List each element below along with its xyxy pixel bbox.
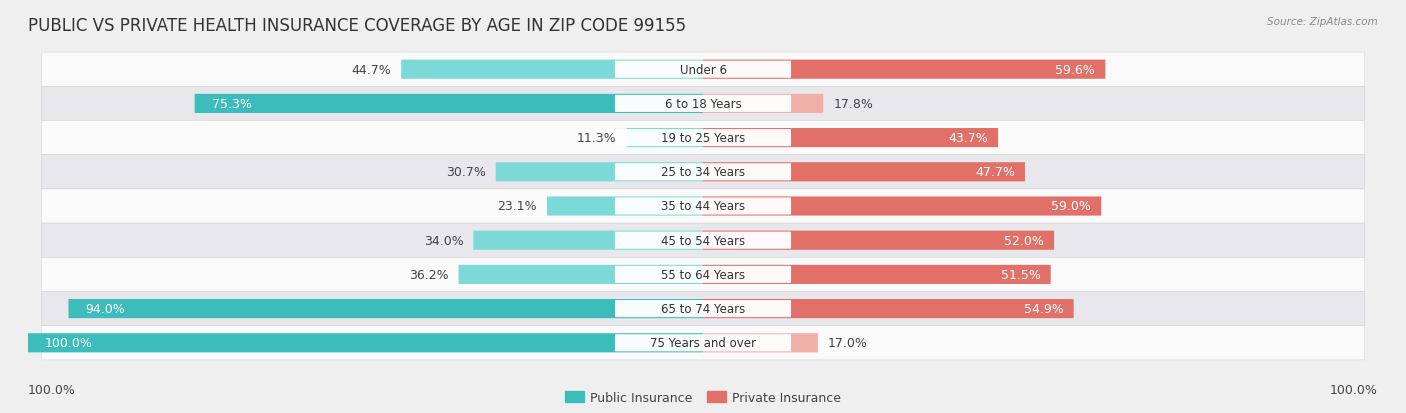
Text: 45 to 54 Years: 45 to 54 Years <box>661 234 745 247</box>
FancyBboxPatch shape <box>41 190 1365 223</box>
FancyBboxPatch shape <box>41 87 1365 121</box>
FancyBboxPatch shape <box>614 232 792 249</box>
Text: PUBLIC VS PRIVATE HEALTH INSURANCE COVERAGE BY AGE IN ZIP CODE 99155: PUBLIC VS PRIVATE HEALTH INSURANCE COVER… <box>28 17 686 34</box>
FancyBboxPatch shape <box>41 155 1365 190</box>
Text: 44.7%: 44.7% <box>352 64 391 76</box>
FancyBboxPatch shape <box>614 164 792 181</box>
Text: 59.0%: 59.0% <box>1052 200 1091 213</box>
FancyBboxPatch shape <box>703 299 1074 318</box>
Text: 55 to 64 Years: 55 to 64 Years <box>661 268 745 281</box>
Legend: Public Insurance, Private Insurance: Public Insurance, Private Insurance <box>561 387 845 408</box>
Text: 94.0%: 94.0% <box>86 302 125 316</box>
FancyBboxPatch shape <box>547 197 703 216</box>
Text: 100.0%: 100.0% <box>1330 384 1378 396</box>
Text: Source: ZipAtlas.com: Source: ZipAtlas.com <box>1267 17 1378 26</box>
Text: 6 to 18 Years: 6 to 18 Years <box>665 97 741 111</box>
Text: 75.3%: 75.3% <box>212 97 252 111</box>
FancyBboxPatch shape <box>458 265 703 284</box>
FancyBboxPatch shape <box>496 163 703 182</box>
FancyBboxPatch shape <box>41 292 1365 326</box>
Text: 17.0%: 17.0% <box>828 337 868 349</box>
FancyBboxPatch shape <box>41 223 1365 258</box>
Text: 19 to 25 Years: 19 to 25 Years <box>661 132 745 145</box>
FancyBboxPatch shape <box>474 231 703 250</box>
FancyBboxPatch shape <box>614 96 792 113</box>
FancyBboxPatch shape <box>703 129 998 148</box>
FancyBboxPatch shape <box>627 129 703 148</box>
Text: 100.0%: 100.0% <box>45 337 93 349</box>
FancyBboxPatch shape <box>194 95 703 114</box>
Text: 25 to 34 Years: 25 to 34 Years <box>661 166 745 179</box>
Text: 43.7%: 43.7% <box>948 132 988 145</box>
Text: 100.0%: 100.0% <box>28 384 76 396</box>
Text: 23.1%: 23.1% <box>498 200 537 213</box>
FancyBboxPatch shape <box>614 62 792 78</box>
FancyBboxPatch shape <box>703 163 1025 182</box>
FancyBboxPatch shape <box>614 266 792 283</box>
Text: 59.6%: 59.6% <box>1056 64 1095 76</box>
FancyBboxPatch shape <box>41 121 1365 155</box>
FancyBboxPatch shape <box>41 258 1365 292</box>
FancyBboxPatch shape <box>703 333 818 353</box>
Text: 75 Years and over: 75 Years and over <box>650 337 756 349</box>
Text: 51.5%: 51.5% <box>1001 268 1040 281</box>
Text: 36.2%: 36.2% <box>409 268 449 281</box>
Text: 47.7%: 47.7% <box>974 166 1015 179</box>
FancyBboxPatch shape <box>614 198 792 215</box>
FancyBboxPatch shape <box>614 130 792 147</box>
Text: 52.0%: 52.0% <box>1004 234 1043 247</box>
FancyBboxPatch shape <box>703 60 1105 80</box>
FancyBboxPatch shape <box>41 326 1365 360</box>
Text: 34.0%: 34.0% <box>423 234 464 247</box>
FancyBboxPatch shape <box>401 60 703 80</box>
Text: 30.7%: 30.7% <box>446 166 485 179</box>
Text: 54.9%: 54.9% <box>1024 302 1063 316</box>
FancyBboxPatch shape <box>614 335 792 351</box>
FancyBboxPatch shape <box>69 299 703 318</box>
FancyBboxPatch shape <box>703 231 1054 250</box>
FancyBboxPatch shape <box>703 197 1101 216</box>
FancyBboxPatch shape <box>41 53 1365 87</box>
FancyBboxPatch shape <box>614 300 792 317</box>
Text: 11.3%: 11.3% <box>576 132 617 145</box>
FancyBboxPatch shape <box>703 95 824 114</box>
Text: 65 to 74 Years: 65 to 74 Years <box>661 302 745 316</box>
Text: 17.8%: 17.8% <box>834 97 873 111</box>
Text: Under 6: Under 6 <box>679 64 727 76</box>
Text: 35 to 44 Years: 35 to 44 Years <box>661 200 745 213</box>
FancyBboxPatch shape <box>703 265 1050 284</box>
FancyBboxPatch shape <box>28 333 703 353</box>
